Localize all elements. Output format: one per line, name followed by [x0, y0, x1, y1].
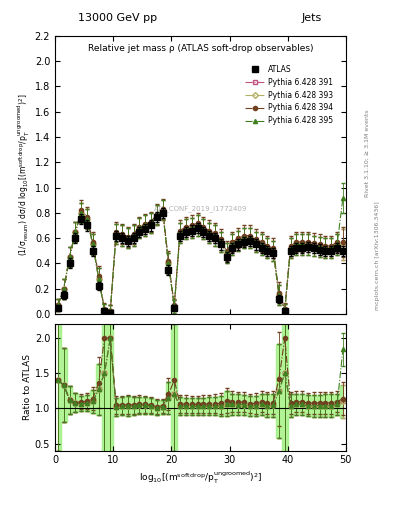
Text: 13000 GeV pp: 13000 GeV pp — [78, 13, 158, 23]
Text: Rivet 3.1.10; ≥ 3.1M events: Rivet 3.1.10; ≥ 3.1M events — [365, 110, 370, 198]
Text: ATL_CONF_2019_I1772409: ATL_CONF_2019_I1772409 — [154, 205, 247, 211]
Y-axis label: (1/σ$_{\rm resum}$) dσ/d log$_{10}$[(m$^{\rm soft\,drop}$/p$_T^{\rm ungroomed}$): (1/σ$_{\rm resum}$) dσ/d log$_{10}$[(m$^… — [16, 94, 32, 256]
Text: mcplots.cern.ch [arXiv:1306.3436]: mcplots.cern.ch [arXiv:1306.3436] — [375, 202, 380, 310]
Y-axis label: Ratio to ATLAS: Ratio to ATLAS — [23, 354, 32, 420]
Text: Jets: Jets — [302, 13, 322, 23]
Legend: ATLAS, Pythia 6.428 391, Pythia 6.428 393, Pythia 6.428 394, Pythia 6.428 395: ATLAS, Pythia 6.428 391, Pythia 6.428 39… — [242, 62, 336, 129]
Text: Relative jet mass ρ (ATLAS soft-drop observables): Relative jet mass ρ (ATLAS soft-drop obs… — [88, 44, 313, 53]
X-axis label: log$_{10}$[(m$^{\rm soft\,drop}$/p$_{\rm T}^{\rm ungroomed}$)$^{2}$]: log$_{10}$[(m$^{\rm soft\,drop}$/p$_{\rm… — [139, 470, 262, 486]
